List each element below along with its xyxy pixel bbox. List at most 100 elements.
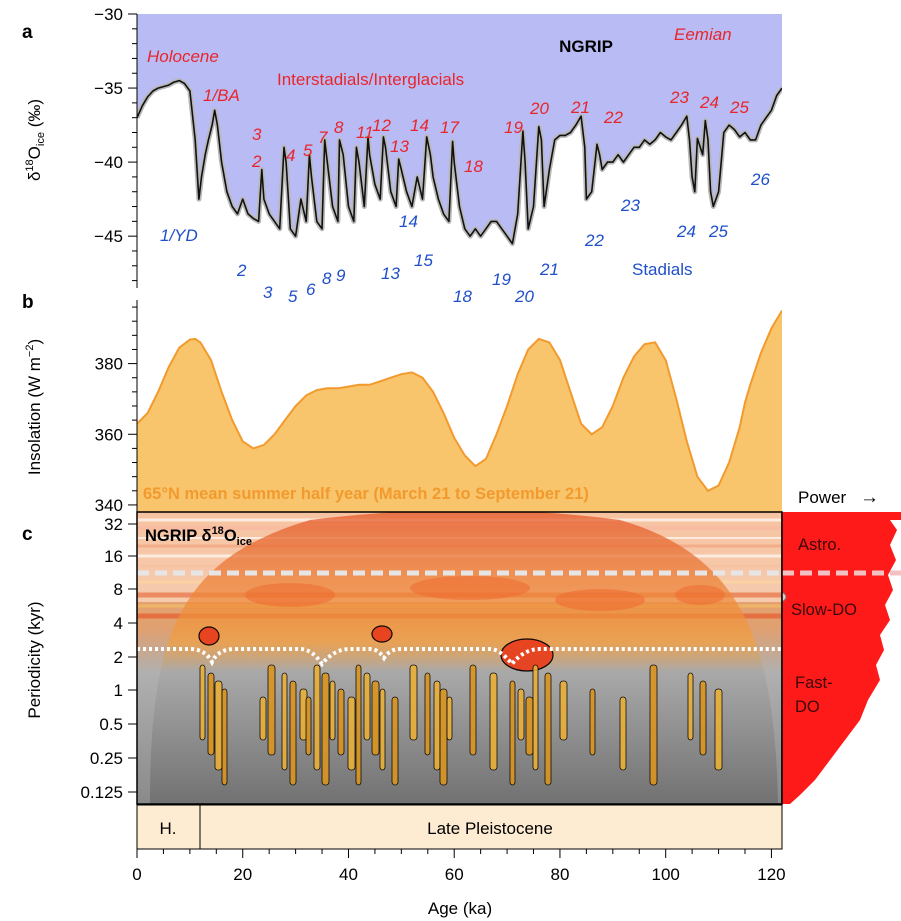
fast-do-spike — [517, 688, 525, 741]
fast-do-spike — [371, 680, 380, 756]
power-hotspot — [500, 638, 554, 672]
interstadial-number: 25 — [729, 98, 749, 117]
stadial-number: 9 — [336, 266, 346, 285]
x-tick-label: 0 — [132, 865, 141, 884]
interstadial-number: 20 — [529, 99, 549, 118]
interstadial-number: 21 — [570, 98, 590, 117]
eemian-label: Eemian — [674, 25, 732, 44]
fast-do-spike — [305, 696, 312, 756]
power-ellipse — [782, 591, 787, 603]
interstadial-number: 2 — [251, 152, 262, 171]
interstadial-number: 19 — [504, 118, 523, 137]
fast-do-spike — [347, 696, 356, 771]
band-label-fast-do-line1: Fast- — [795, 674, 833, 692]
stadial-number: 21 — [539, 260, 559, 279]
x-tick-label: 80 — [550, 865, 569, 884]
fast-do-spike — [337, 688, 345, 756]
fast-do-spike — [619, 696, 627, 771]
x-axis-label: Age (ka) — [428, 899, 492, 918]
fast-do-spike — [714, 688, 723, 771]
panel-a-y-label: δ18Oice (‰) — [24, 99, 47, 181]
epoch-label-late-pleistocene: Late Pleistocene — [427, 819, 553, 838]
interstadial-number: 8 — [334, 118, 344, 137]
interstadial-number: 17 — [440, 118, 459, 137]
fast-do-spike — [214, 680, 223, 771]
y-tick-label: 1 — [114, 681, 123, 700]
x-tick-label: 20 — [233, 865, 252, 884]
y-tick-label: 0.5 — [99, 715, 123, 734]
interstadial-number: 12 — [372, 116, 391, 135]
stadial-number: 5 — [288, 287, 298, 306]
slow-fast-boundary — [137, 647, 782, 668]
interstadial-number: 18 — [464, 157, 483, 176]
interstadial-header: Interstadials/Interglacials — [277, 70, 464, 89]
fast-do-spike — [267, 664, 276, 756]
d18o-fill-area — [137, 14, 782, 244]
fast-do-spike — [379, 688, 386, 771]
epoch-bar: H. Late Pleistocene — [136, 804, 783, 850]
fast-do-spike — [289, 680, 297, 786]
panel-b: 340 360 380 Insolation (W m−2) 65°N mean s… — [24, 300, 782, 515]
fast-do-spike — [469, 664, 477, 756]
fast-do-spike — [525, 696, 534, 756]
power-hotspot — [675, 585, 725, 605]
fast-do-spike — [207, 672, 215, 756]
power-hotspot — [198, 626, 220, 646]
fast-do-spike — [391, 696, 399, 786]
y-tick-label: 340 — [95, 496, 123, 515]
stadial-number: 26 — [750, 170, 770, 189]
panel-a-y-axis: −30 −35 −40 −45 — [94, 5, 137, 282]
panel-b-y-label: Insolation (W m−2) — [24, 339, 44, 475]
y-tick-label: 4 — [114, 614, 123, 633]
fast-do-spike — [321, 672, 330, 786]
fast-do-spike — [355, 664, 362, 786]
fast-do-spike — [363, 672, 371, 741]
holocene-label: Holocene — [147, 47, 219, 66]
d18o-series-line — [137, 79, 782, 245]
panel-label-c: c — [22, 524, 33, 545]
cone-of-influence — [150, 512, 778, 804]
stadial-number: 22 — [584, 231, 604, 250]
stadial-number: 25 — [708, 222, 728, 241]
y-tick-label: 2 — [114, 648, 123, 667]
stadial-number: 2 — [236, 261, 247, 280]
stadial-number: 24 — [676, 222, 696, 241]
panel-c: 32 16 8 4 2 1 0.5 0.25 0.125 Periodicity (kyr) N… — [25, 487, 901, 805]
y-tick-label: 0.25 — [90, 749, 123, 768]
fast-do-spike — [687, 672, 694, 741]
x-tick-label: 60 — [445, 865, 464, 884]
fast-do-spike — [532, 664, 539, 771]
interstadial-number: 13 — [390, 137, 409, 156]
y-tick-label: −45 — [94, 227, 123, 246]
x-tick-label: 40 — [339, 865, 358, 884]
fast-do-spike — [544, 672, 552, 786]
fast-do-spike — [221, 688, 228, 786]
ngrip-record-label: NGRIP — [559, 37, 613, 56]
stadial-header: Stadials — [632, 260, 692, 279]
power-hotspot — [555, 589, 645, 611]
stadial-number: 1/YD — [160, 226, 198, 245]
stadial-number: 20 — [514, 287, 534, 306]
interstadial-number: 4 — [286, 146, 295, 165]
band-label-slow-do: Slow-DO — [791, 601, 857, 619]
panel-label-b: b — [22, 292, 34, 313]
interstadial-number: 7 — [318, 128, 328, 147]
stadial-number: 13 — [381, 264, 400, 283]
fast-do-spike — [589, 688, 596, 756]
interstadial-number: 3 — [252, 125, 262, 144]
fast-do-spike — [281, 672, 288, 771]
fast-do-spike — [259, 696, 267, 741]
fast-do-spike — [649, 664, 658, 786]
interstadial-number: 22 — [603, 108, 623, 127]
x-tick-label: 100 — [652, 865, 680, 884]
panel-label-a: a — [22, 22, 33, 43]
panel-b-y-axis: 340 360 380 — [95, 306, 137, 515]
power-hotspot — [371, 625, 393, 643]
stadial-number: 3 — [263, 283, 273, 302]
fast-do-spike — [329, 680, 336, 741]
insolation-caption: 65°N mean summer half year (March 21 to … — [143, 485, 589, 503]
power-hotspot — [410, 576, 530, 600]
fast-do-spike — [489, 672, 498, 771]
fast-do-spike — [199, 664, 206, 741]
